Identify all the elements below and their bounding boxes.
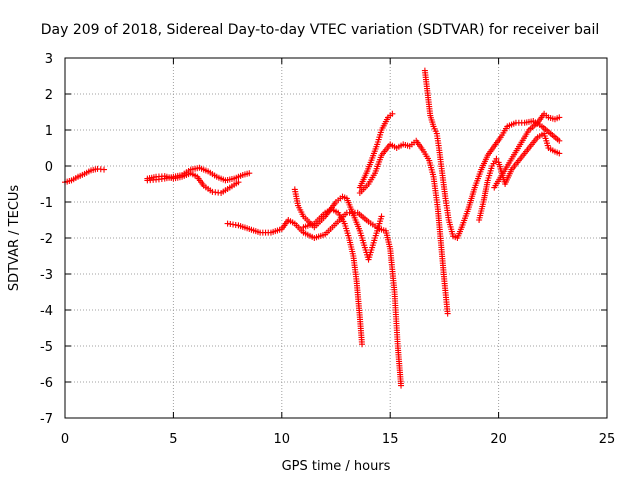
series-arc-8 bbox=[356, 137, 451, 317]
y-tick-label: 2 bbox=[45, 88, 53, 103]
x-tick-label: 5 bbox=[169, 432, 177, 447]
y-tick-label: -7 bbox=[40, 412, 53, 427]
y-tick-label: -2 bbox=[40, 232, 53, 247]
y-tick-label: -5 bbox=[40, 340, 53, 355]
y-tick-label: 0 bbox=[45, 160, 53, 175]
data-point bbox=[556, 114, 563, 121]
series-arc-6 bbox=[300, 206, 366, 348]
series-arc-2 bbox=[144, 164, 253, 184]
data-point bbox=[493, 155, 500, 162]
x-tick-label: 25 bbox=[599, 432, 616, 447]
data-point bbox=[444, 310, 451, 317]
x-tick-label: 20 bbox=[490, 432, 507, 447]
y-tick-label: 3 bbox=[45, 52, 53, 67]
x-axis-label: GPS time / hours bbox=[282, 459, 391, 474]
data-point bbox=[246, 170, 253, 177]
data-point bbox=[398, 382, 405, 389]
data-point bbox=[378, 213, 385, 220]
series-arc-4 bbox=[224, 209, 405, 389]
data-points bbox=[62, 67, 563, 389]
series-arc-11 bbox=[491, 110, 563, 191]
y-tick-label: -4 bbox=[40, 304, 53, 319]
y-axis-label: SDTVAR / TECUs bbox=[7, 185, 22, 292]
chart-title: Day 209 of 2018, Sidereal Day-to-day VTE… bbox=[41, 22, 599, 38]
series-arc-1 bbox=[62, 165, 108, 186]
data-point bbox=[389, 110, 396, 117]
grid bbox=[65, 58, 607, 418]
series-arc-7 bbox=[356, 110, 396, 191]
series-arc-10 bbox=[476, 130, 563, 223]
data-point bbox=[556, 137, 563, 144]
axis-ticks: 0 5 10 15 20 25 -7 -6 -5 -4 -3 -2 -1 0 1 2 3 bbox=[40, 52, 615, 447]
y-tick-label: -3 bbox=[40, 268, 53, 283]
y-tick-label: 1 bbox=[45, 124, 53, 139]
y-tick-label: -1 bbox=[40, 196, 53, 211]
data-point bbox=[556, 150, 563, 157]
x-tick-label: 10 bbox=[274, 432, 291, 447]
plot-frame bbox=[64, 57, 608, 419]
y-tick-label: -6 bbox=[40, 376, 53, 391]
x-tick-label: 15 bbox=[382, 432, 399, 447]
series-arc-3 bbox=[144, 170, 242, 196]
data-point bbox=[359, 341, 366, 348]
data-point bbox=[101, 166, 108, 173]
data-point bbox=[235, 179, 242, 186]
series-arc-9 bbox=[421, 67, 563, 241]
x-tick-label: 0 bbox=[61, 432, 69, 447]
